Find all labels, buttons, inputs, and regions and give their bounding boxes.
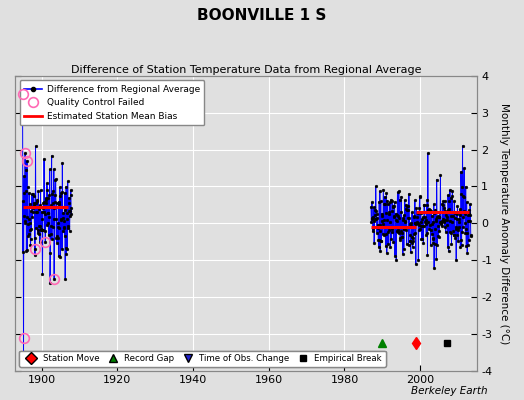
Title: Difference of Station Temperature Data from Regional Average: Difference of Station Temperature Data f… <box>71 65 421 75</box>
Text: BOONVILLE 1 S: BOONVILLE 1 S <box>198 8 326 23</box>
Legend: Station Move, Record Gap, Time of Obs. Change, Empirical Break: Station Move, Record Gap, Time of Obs. C… <box>19 351 386 366</box>
Y-axis label: Monthly Temperature Anomaly Difference (°C): Monthly Temperature Anomaly Difference (… <box>499 103 509 344</box>
Text: Berkeley Earth: Berkeley Earth <box>411 386 487 396</box>
